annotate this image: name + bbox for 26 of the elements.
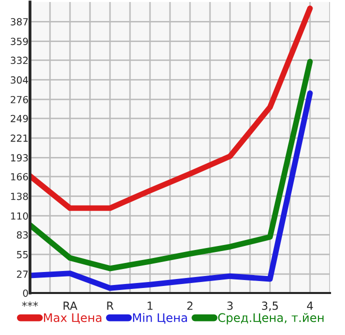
y-tick-label: 27 — [16, 270, 28, 278]
y-tick-label: 249 — [10, 114, 28, 122]
x-tick-label: 4 — [307, 302, 313, 310]
y-tick-label: 0 — [23, 289, 28, 297]
x-tick-label: *** — [22, 302, 38, 307]
y-tick-label: 359 — [10, 38, 28, 46]
y-tick-label: 304 — [10, 76, 28, 84]
x-tick-label: RA — [64, 302, 78, 310]
y-tick-label: 387 — [10, 18, 28, 26]
legend-label: Min Цена — [133, 312, 187, 324]
y-tick-label: 55 — [16, 251, 28, 258]
y-tick-label: 276 — [10, 96, 28, 104]
y-tick-label: 138 — [11, 192, 28, 200]
y-tick-label: 166 — [11, 173, 28, 180]
y-tick-label: 332 — [10, 56, 28, 64]
y-tick-label: 193 — [11, 154, 28, 162]
x-tick-label: 1 — [148, 302, 153, 310]
legend-label: Сред.Цена, т.йен — [218, 313, 324, 324]
y-tick-label: 110 — [11, 212, 28, 220]
x-tick-label: 3,5 — [262, 302, 278, 312]
x-tick-label: 3 — [227, 302, 233, 310]
x-tick-label: R — [107, 302, 114, 310]
legend-label: Max Цена — [44, 313, 102, 324]
y-tick-label: 221 — [10, 134, 28, 142]
x-tick-label: 2 — [187, 302, 192, 310]
y-tick-label: 83 — [16, 231, 28, 239]
